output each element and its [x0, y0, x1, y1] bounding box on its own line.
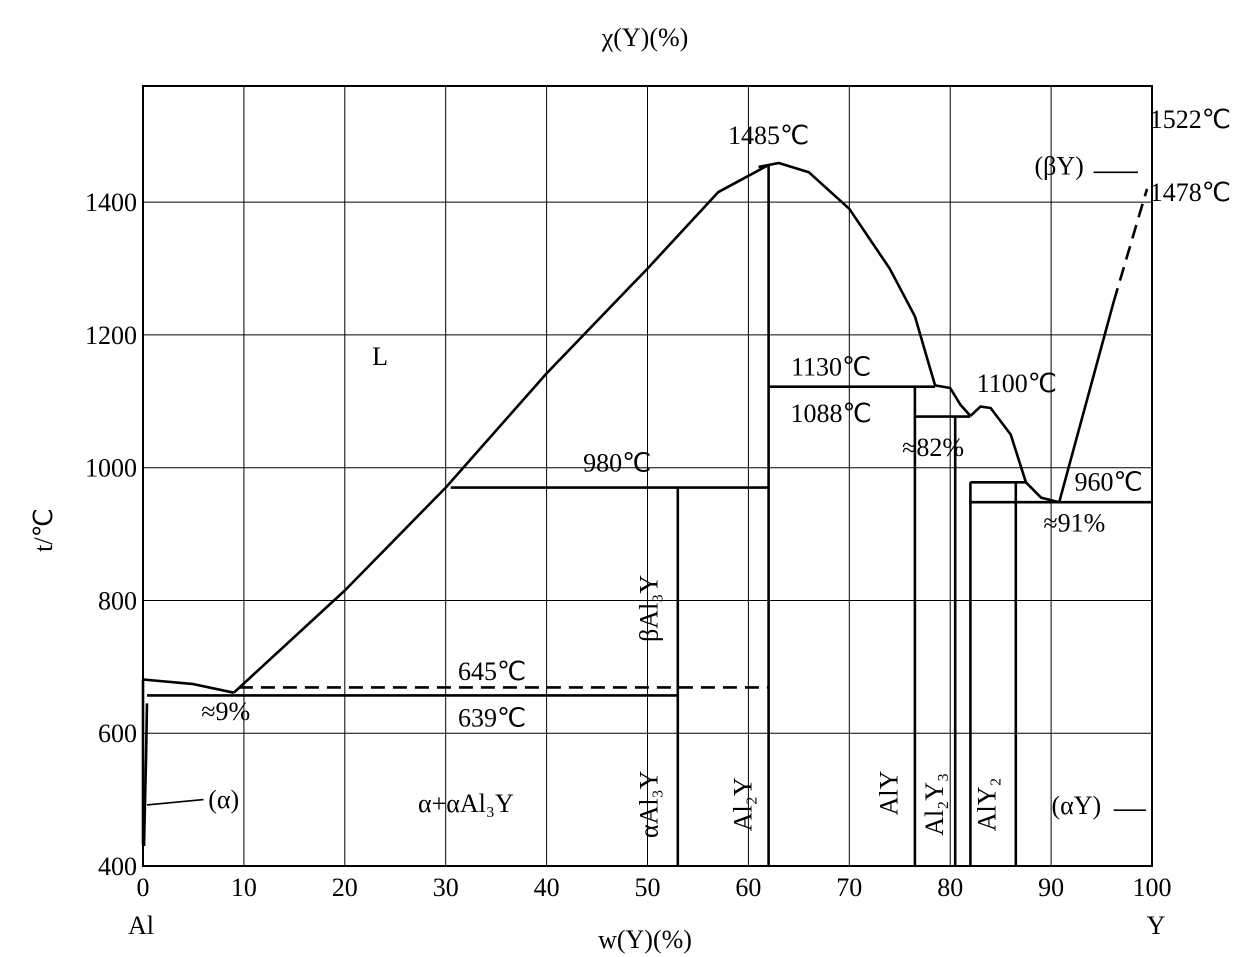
phase-label-vertical: αAl₃Y [635, 770, 664, 838]
y-axis-label: t/℃ [29, 508, 58, 552]
boundary-liquidus-al-side [142, 678, 235, 694]
phase-label-vertical: Al₂Y₃ [920, 773, 949, 836]
annotation-label: 645℃ [458, 657, 526, 686]
boundary-liquidus-alY2 [969, 405, 1028, 483]
x-tick-label: 70 [836, 873, 862, 902]
phase-boundaries [141, 161, 1152, 866]
annotation-label: (αY) [1051, 791, 1101, 820]
phase-label-vertical: βAl₃Y [635, 575, 664, 642]
leader-alpha-leader [146, 798, 204, 806]
annotation-label: (βY) [1035, 151, 1084, 180]
x-tick-labels: 0 10 20 30 40 50 60 70 80 90 100 [137, 873, 1172, 902]
x-tick-label: 100 [1133, 873, 1172, 902]
annotation-label: 1088℃ [791, 399, 872, 428]
annotation-label: (α) [208, 785, 239, 814]
phase-label-vertical: AlY [875, 770, 904, 815]
leader-lines [146, 171, 1146, 812]
x-tick-label: 80 [937, 873, 963, 902]
boundary-liquidus-to-eutectic [1024, 481, 1060, 504]
y-tick-label: 1000 [85, 454, 137, 483]
x-tick-label: 20 [332, 873, 358, 902]
annotation-label: 980℃ [583, 449, 651, 478]
annotation-label: α+αAl₃Y [418, 789, 514, 818]
x-tick-label: 30 [433, 873, 459, 902]
phase-label-vertical: AlY₂ [973, 777, 1002, 831]
y-tick-label: 800 [98, 586, 137, 615]
phase-labels-vertical: βAl₃Y αAl₃Y Al₂Y AlY Al₂Y₃ AlY₂ [635, 575, 1002, 838]
boundary-alpha-solvus [142, 703, 149, 847]
annotation-label: 1522℃ [1150, 105, 1231, 134]
boundary-liquidus-al2y-top [758, 161, 937, 386]
y-tick-label: 1400 [85, 188, 137, 217]
x-tick-label: 10 [231, 873, 257, 902]
annotations: L 1485℃ 1522℃ (βY) 1478℃ 1130℃ 1100℃ 1088℃ 980℃ ≈… [201, 105, 1231, 820]
boundary-liquidus-betaY-dashed [1112, 188, 1149, 303]
y-tick-labels: 400 600 800 1000 1200 1400 [85, 188, 137, 881]
boundary-peritectic-1130-corner [934, 384, 972, 417]
x-axis-label: w(Y)(%) [598, 925, 692, 954]
annotation-label: 639℃ [458, 704, 526, 733]
x-end-label: Y [1147, 911, 1166, 940]
phase-label-vertical: Al₂Y [728, 777, 757, 831]
x-tick-label: 60 [735, 873, 761, 902]
annotation-label: 1478℃ [1150, 178, 1231, 207]
y-tick-label: 400 [98, 852, 137, 881]
x-start-label: Al [128, 911, 154, 940]
annotation-label: 1485℃ [728, 121, 809, 150]
annotation-label: ≈82% [902, 433, 964, 462]
x-tick-label: 50 [635, 873, 661, 902]
x-tick-label: 90 [1038, 873, 1064, 902]
x-tick-label: 0 [137, 873, 150, 902]
annotation-label: 960℃ [1075, 467, 1143, 496]
top-axis-label: χ(Y)(%) [601, 23, 689, 52]
annotation-label: 1130℃ [791, 352, 871, 381]
annotation-label: ≈91% [1043, 508, 1105, 537]
annotation-label: 1100℃ [977, 369, 1057, 398]
boundary-liquidus-al3y [232, 163, 770, 694]
boundary-liquidus-betaY [1057, 301, 1115, 503]
annotation-label: ≈9% [201, 697, 250, 726]
plot-frame [142, 85, 1153, 867]
y-tick-label: 600 [98, 719, 137, 748]
annotation-label: L [372, 342, 388, 371]
x-tick-label: 40 [534, 873, 560, 902]
y-tick-label: 1200 [85, 321, 137, 350]
